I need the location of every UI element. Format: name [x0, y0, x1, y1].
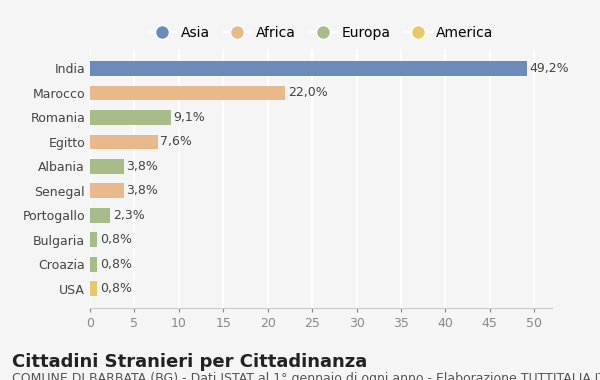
Bar — [90, 135, 158, 149]
Bar — [90, 184, 124, 198]
Text: 22,0%: 22,0% — [288, 87, 328, 100]
Text: 0,8%: 0,8% — [100, 258, 132, 271]
Bar — [90, 86, 286, 100]
Text: 0,8%: 0,8% — [100, 282, 132, 295]
Bar — [90, 110, 171, 125]
Text: 0,8%: 0,8% — [100, 233, 132, 246]
Text: 49,2%: 49,2% — [530, 62, 569, 75]
Text: COMUNE DI BARBATA (BG) - Dati ISTAT al 1° gennaio di ogni anno - Elaborazione TU: COMUNE DI BARBATA (BG) - Dati ISTAT al 1… — [12, 372, 600, 380]
Bar — [90, 159, 124, 174]
Text: 2,3%: 2,3% — [113, 209, 145, 222]
Text: 7,6%: 7,6% — [160, 135, 192, 149]
Text: 3,8%: 3,8% — [127, 160, 158, 173]
Text: 3,8%: 3,8% — [127, 184, 158, 197]
Bar — [90, 233, 97, 247]
Text: Cittadini Stranieri per Cittadinanza: Cittadini Stranieri per Cittadinanza — [12, 353, 367, 371]
Legend: Asia, Africa, Europa, America: Asia, Africa, Europa, America — [143, 20, 499, 45]
Bar — [90, 208, 110, 223]
Bar — [90, 257, 97, 272]
Bar — [90, 61, 527, 76]
Text: 9,1%: 9,1% — [173, 111, 205, 124]
Bar — [90, 281, 97, 296]
